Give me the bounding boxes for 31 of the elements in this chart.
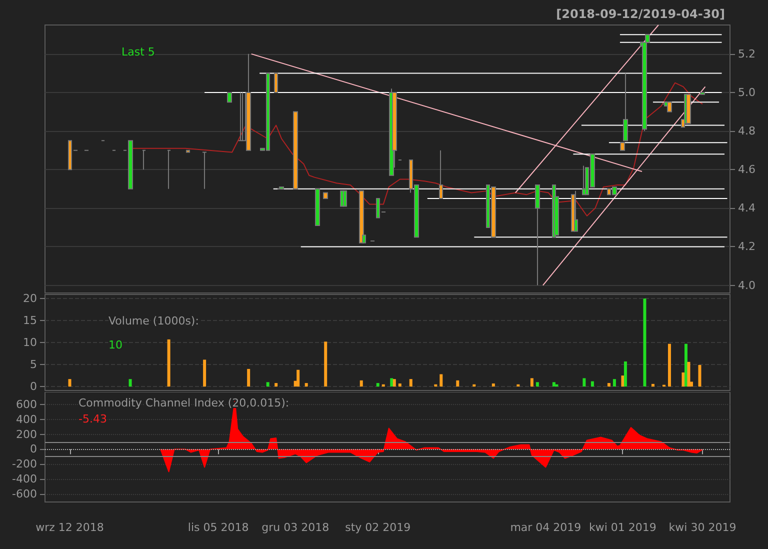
y-tick-label: 5.0 [738, 86, 756, 99]
y-tick-label: 4.4 [738, 202, 756, 215]
x-tick-label: gru 03 2018 [262, 521, 330, 534]
chart-subtitle: [2018-09-12/2019-04-30] [556, 7, 726, 21]
y-tick-label: 0 [30, 380, 37, 394]
x-tick-label: sty 02 2019 [345, 521, 411, 534]
y-tick-label: -400 [12, 472, 37, 486]
y-tick-label: 0 [30, 442, 37, 456]
x-tick-label: wrz 12 2018 [36, 521, 104, 534]
y-tick-label: 5 [30, 358, 37, 372]
y-tick-label: 4.2 [738, 240, 756, 254]
annotation: -5.43 [78, 412, 107, 426]
x-tick-label: kwi 01 2019 [589, 521, 656, 534]
x-tick-label: kwi 30 2019 [668, 521, 736, 534]
y-tick-label: 4.6 [738, 163, 756, 176]
y-tick-label: 400 [16, 412, 37, 426]
x-tick-label: mar 04 2019 [510, 521, 582, 534]
annotation: Last 5 [122, 46, 155, 58]
y-tick-label: -600 [12, 488, 37, 501]
annotation: 10 [108, 338, 122, 352]
y-tick-label: 600 [16, 398, 37, 411]
y-tick-label: 20 [23, 292, 37, 305]
x-tick-label: lis 05 2018 [188, 521, 249, 534]
y-tick-label: 10 [23, 336, 37, 349]
y-tick-label: 4.8 [738, 124, 756, 138]
annotation: Volume (1000s): [108, 314, 199, 328]
y-tick-label: 200 [16, 428, 37, 441]
y-tick-label: 4.0 [738, 278, 756, 292]
y-tick-label: 5.2 [738, 47, 756, 60]
y-tick-label: -200 [12, 458, 37, 471]
y-tick-label: 15 [23, 314, 37, 327]
